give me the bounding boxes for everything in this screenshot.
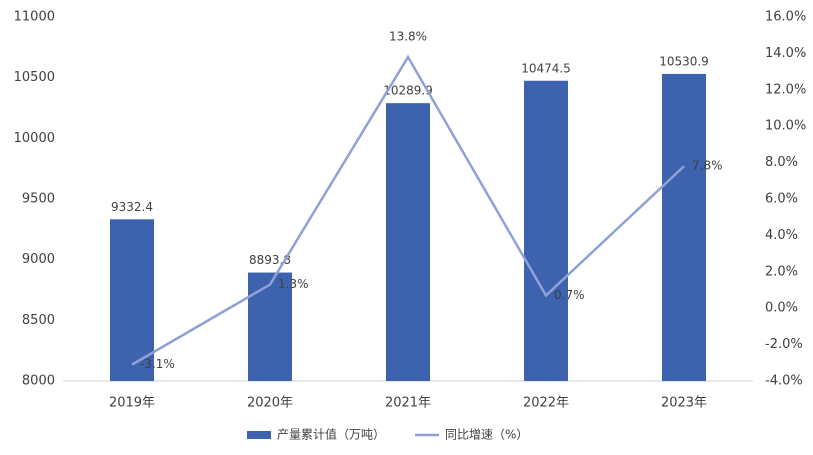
- x-tick-label: 2021年: [385, 396, 431, 411]
- y-tick-label: 8500: [22, 313, 55, 328]
- y2-tick-label: 8.0%: [765, 155, 798, 170]
- y-tick-label: 11000: [14, 10, 55, 25]
- y-tick-label: 8000: [22, 374, 55, 389]
- y2-tick-label: -2.0%: [765, 337, 803, 352]
- y2-tick-label: 16.0%: [765, 10, 806, 25]
- line-value-label: 0.7%: [554, 288, 585, 302]
- bar-value-label: 10289.9: [383, 84, 433, 98]
- line-value-label: 7.8%: [692, 159, 723, 173]
- bar: [662, 73, 706, 381]
- bar-value-label: 9332.4: [111, 200, 153, 214]
- x-tick-label: 2019年: [109, 396, 155, 411]
- y2-tick-label: 0.0%: [765, 301, 798, 316]
- legend-label: 产量累计值（万吨）: [277, 427, 385, 442]
- y-tick-label: 10500: [14, 70, 55, 85]
- y2-tick-label: 12.0%: [765, 82, 806, 97]
- y-tick-label: 9000: [22, 252, 55, 267]
- y2-tick-label: 4.0%: [765, 228, 798, 243]
- y-tick-label: 9500: [22, 192, 55, 207]
- bar: [524, 80, 568, 381]
- line-value-label: -3.1%: [140, 357, 175, 371]
- line: [131, 54, 685, 366]
- legend-swatch: [247, 431, 271, 439]
- line-value-label: 13.8%: [389, 30, 427, 44]
- line-value-label: 1.3%: [278, 277, 309, 291]
- bar: [386, 103, 430, 381]
- x-tick-label: 2020年: [247, 396, 293, 411]
- y2-tick-label: 2.0%: [765, 264, 798, 279]
- y2-tick-label: 14.0%: [765, 46, 806, 61]
- bar-value-label: 8893.8: [249, 253, 291, 267]
- bar: [110, 219, 154, 381]
- bar-value-label: 10530.9: [659, 54, 709, 68]
- legend-label: 同比增速（%）: [445, 428, 528, 442]
- bar: [248, 272, 292, 381]
- x-tick-label: 2022年: [523, 396, 569, 411]
- y2-tick-label: 10.0%: [765, 119, 806, 134]
- y2-tick-label: 6.0%: [765, 192, 798, 207]
- y2-tick-label: -4.0%: [765, 374, 803, 389]
- x-tick-label: 2023年: [661, 396, 707, 411]
- bar-value-label: 10474.5: [521, 61, 571, 75]
- y-tick-label: 10000: [14, 131, 55, 146]
